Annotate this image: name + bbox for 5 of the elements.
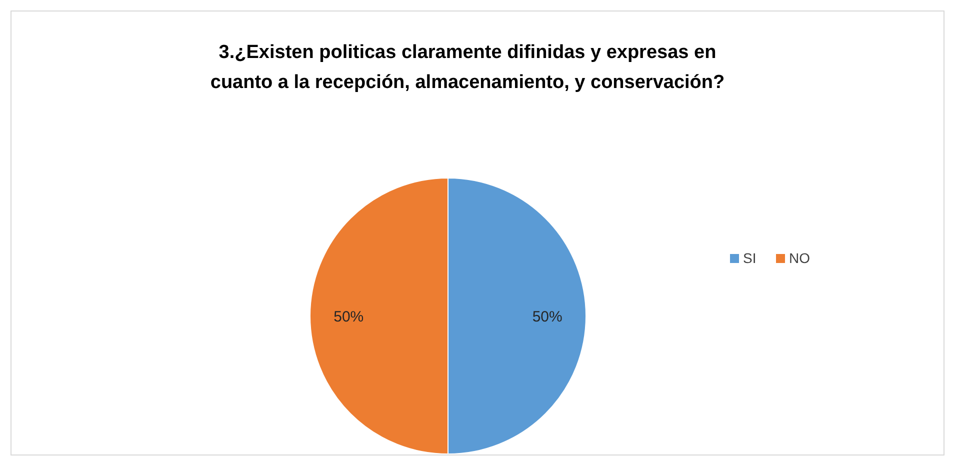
data-label: 50% <box>532 308 562 326</box>
legend-label: NO <box>789 250 810 266</box>
legend-label: SI <box>743 250 756 266</box>
chart-title: 3.¿Existen politicas claramente difinidas y expresas en cuanto a la recepción, almacenamiento, y conservación? <box>210 42 725 93</box>
data-label: 50% <box>334 308 364 326</box>
